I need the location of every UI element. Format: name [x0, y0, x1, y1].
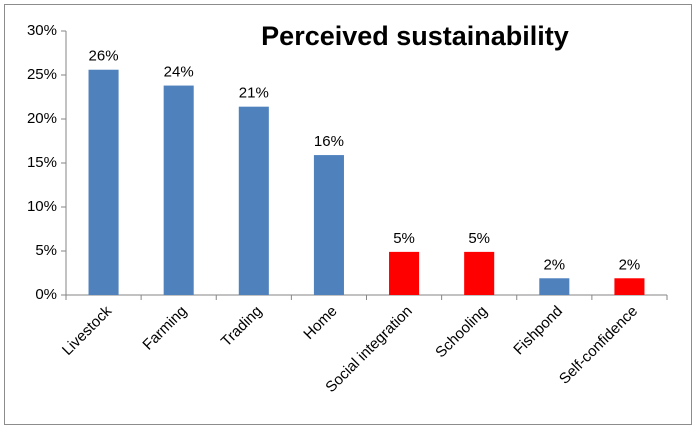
bars [88, 69, 645, 296]
y-tick-label: 25% [27, 66, 57, 83]
data-label: 24% [164, 64, 194, 81]
data-label: 2% [619, 256, 641, 273]
y-tick-label: 0% [35, 286, 57, 303]
x-tick-label: Livestock [59, 302, 116, 359]
x-tick-label: Trading [218, 303, 266, 351]
bar-schooling [464, 251, 495, 295]
data-label: 5% [468, 230, 490, 247]
x-tick-label: Farming [139, 303, 190, 354]
bar-farming [163, 85, 194, 295]
bar-livestock [88, 69, 119, 295]
bar-self-confidence [614, 278, 645, 295]
data-label: 16% [314, 133, 344, 150]
chart-frame [4, 4, 692, 425]
bar-home [313, 155, 344, 295]
y-tick-label: 15% [27, 154, 57, 171]
y-tick-label: 10% [27, 198, 57, 215]
bar-trading [238, 106, 269, 296]
data-label: 26% [89, 48, 119, 65]
y-tick-label: 20% [27, 110, 57, 127]
y-tick-label: 30% [27, 22, 57, 39]
bar-fishpond [539, 278, 570, 295]
x-tick-label: Self-confidence [556, 303, 641, 388]
data-label: 5% [393, 230, 415, 247]
data-label: 21% [239, 85, 269, 102]
y-axis: 0% 5% 10% 15% 20% 25% 30% [27, 22, 67, 303]
y-tick-label: 5% [35, 242, 57, 259]
data-label: 2% [543, 256, 565, 273]
x-tick-label: Schooling [432, 303, 491, 362]
data-labels: 26% 24% 21% 16% 5% 5% 2% 2% [89, 48, 641, 274]
x-tick-label: Home [300, 303, 340, 343]
bar-social-integration [389, 251, 420, 295]
x-tick-label: Fishpond [510, 303, 566, 359]
chart-title: Perceived sustainability [261, 21, 569, 51]
